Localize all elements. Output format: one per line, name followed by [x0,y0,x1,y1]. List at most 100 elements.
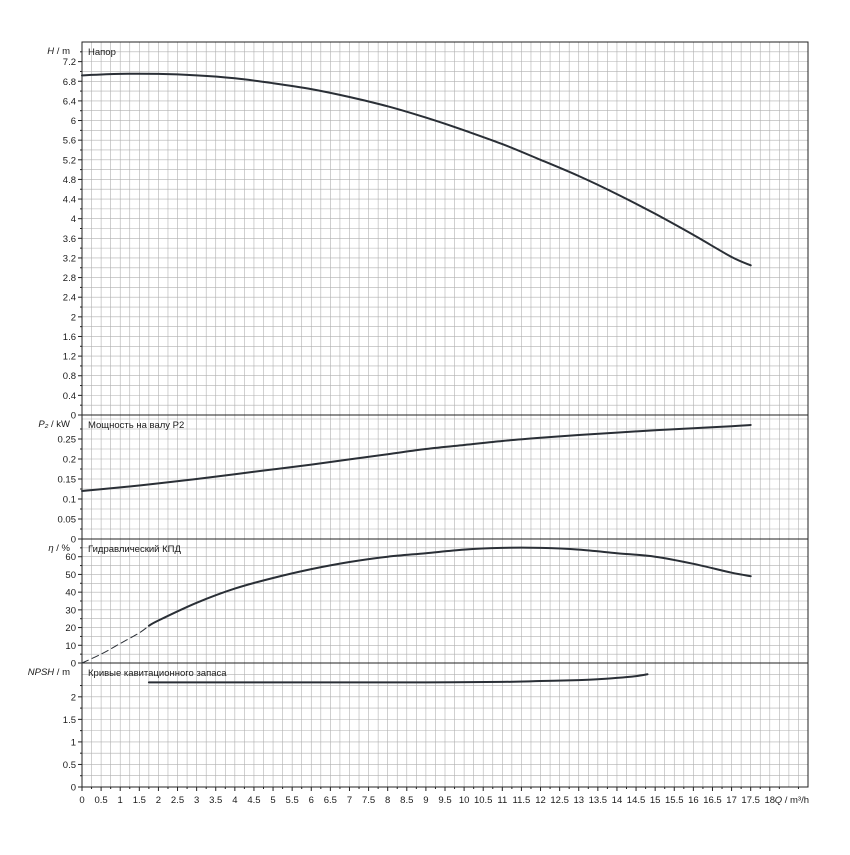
x-tick-label: 13 [573,795,584,806]
x-tick-label: 13.5 [589,795,608,806]
y-tick-label: 0.15 [58,475,77,486]
y-tick-label: 4 [71,214,76,225]
y-tick-label: 0.8 [63,371,76,382]
panel-title: Напор [88,47,116,58]
x-tick-label: 7 [347,795,352,806]
y-axis-symbol: H [47,46,54,57]
y-tick-label: 2 [71,692,76,703]
x-tick-label: 0 [79,795,84,806]
y-axis-symbol: P₂ [38,419,48,430]
y-tick-label: 50 [65,570,76,581]
x-tick-label: 4 [232,795,237,806]
y-tick-label: 0.5 [63,760,76,771]
x-tick-label: 9.5 [438,795,451,806]
y-tick-label: 30 [65,605,76,616]
y-tick-label: 20 [65,623,76,634]
y-axis-unit: / kW [48,419,70,430]
y-tick-label: 0 [71,535,76,546]
x-tick-label: 1 [118,795,123,806]
x-axis-unit: / m³/h [782,795,809,806]
y-tick-label: 6 [71,116,76,127]
y-axis-unit: / m [54,46,70,57]
x-tick-label: 2 [156,795,161,806]
x-tick-label: 12 [535,795,546,806]
x-tick-label: 10.5 [474,795,493,806]
x-tick-label: 2.5 [171,795,184,806]
y-tick-label: 0 [71,783,76,794]
y-tick-label: 10 [65,641,76,652]
x-tick-label: 16.5 [703,795,722,806]
curve-dashed-extension [81,625,150,664]
x-tick-label: 7.5 [362,795,375,806]
y-tick-label: 2.8 [63,273,76,284]
x-tick-label: 11 [497,795,507,806]
x-tick-label: 6.5 [324,795,337,806]
x-tick-label: 16 [688,795,699,806]
y-axis-label: NPSH / m [28,667,70,678]
x-tick-label: 17 [726,795,737,806]
y-axis-unit: / m [54,667,70,678]
x-tick-label: 6 [309,795,314,806]
x-tick-label: 14 [612,795,623,806]
y-axis-label: P₂ / kW [38,419,70,430]
y-tick-label: 6.8 [63,77,76,88]
y-tick-label: 1 [71,737,76,748]
x-tick-label: 17.5 [741,795,760,806]
y-axis-symbol: η [48,543,53,554]
y-tick-label: 3.2 [63,253,76,264]
y-tick-label: 0.05 [58,515,77,526]
y-axis-label: H / m [47,46,70,57]
panel-title: Кривые кавитационного запаса [88,668,227,679]
y-tick-label: 1.6 [63,332,76,343]
curve-line [81,424,752,492]
y-tick-label: 2 [71,312,76,323]
x-axis-symbol: Q [775,795,783,806]
curve-line [81,72,752,267]
x-tick-label: 1.5 [133,795,146,806]
y-tick-label: 7.2 [63,57,76,68]
y-tick-label: 0.2 [63,455,76,466]
x-tick-label: 18 [765,795,776,806]
y-tick-label: 40 [65,588,76,599]
x-tick-label: 9 [423,795,428,806]
panel-title: Мощность на валу P2 [88,420,184,431]
x-tick-label: 0.5 [94,795,107,806]
x-tick-label: 15 [650,795,661,806]
x-tick-label: 14.5 [627,795,646,806]
y-axis-label: η / % [48,543,70,554]
x-tick-label: 4.5 [247,795,260,806]
x-tick-label: 5.5 [286,795,299,806]
y-tick-label: 6.4 [63,96,76,107]
y-tick-label: 0 [71,411,76,422]
x-tick-label: 15.5 [665,795,684,806]
y-tick-label: 4.8 [63,175,76,186]
x-tick-label: 10 [459,795,470,806]
x-axis-label: Q / m³/h [775,795,809,806]
y-tick-label: 2.4 [63,293,76,304]
y-tick-label: 5.2 [63,155,76,166]
x-tick-label: 11.5 [513,795,531,806]
y-tick-label: 1.2 [63,352,76,363]
curve-line [147,673,649,684]
x-tick-label: 12.5 [550,795,569,806]
y-tick-label: 60 [65,552,76,563]
curve-line [147,546,752,627]
panel-title: Гидравлический КПД [88,544,181,555]
x-tick-label: 3 [194,795,199,806]
y-tick-label: 0.4 [63,391,76,402]
y-axis-symbol: NPSH [28,667,55,678]
y-tick-label: 0 [71,659,76,670]
y-tick-label: 0.1 [63,495,76,506]
x-tick-label: 5 [270,795,275,806]
y-tick-label: 1.5 [63,715,76,726]
y-tick-label: 3.6 [63,234,76,245]
y-tick-label: 0.25 [58,435,77,446]
x-tick-label: 8 [385,795,390,806]
y-axis-unit: / % [54,543,71,554]
x-tick-label: 8.5 [400,795,413,806]
y-tick-label: 4.4 [63,195,76,206]
y-tick-label: 5.6 [63,136,76,147]
x-tick-label: 3.5 [209,795,222,806]
